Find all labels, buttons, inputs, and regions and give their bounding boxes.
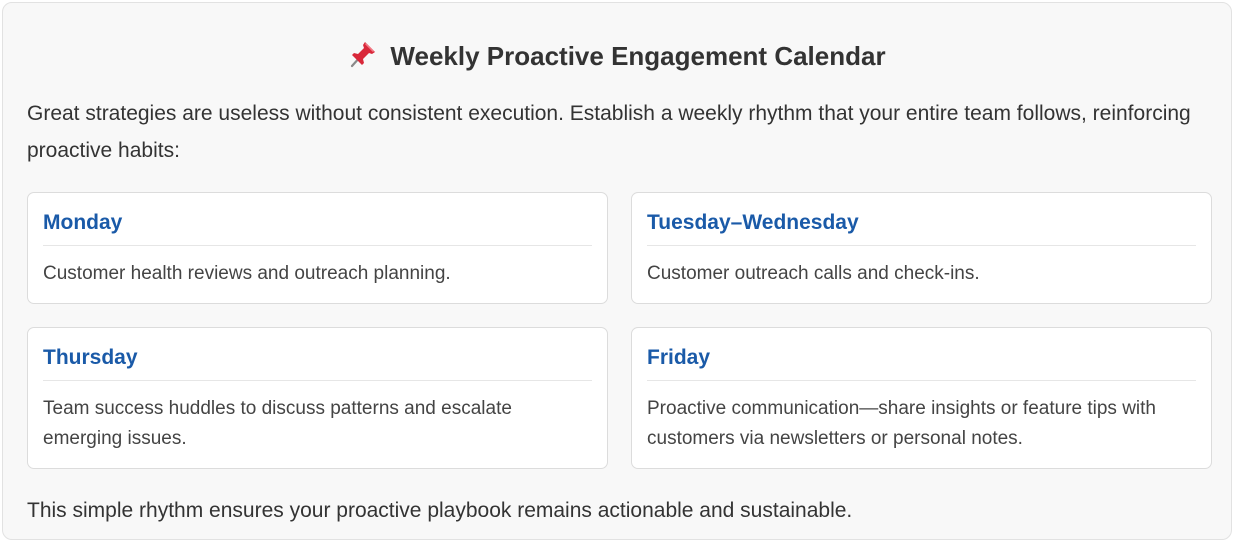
day-card-grid: Monday Customer health reviews and outre… <box>27 192 1212 469</box>
day-card-title: Thursday <box>43 344 592 381</box>
day-card-text: Team success huddles to discuss patterns… <box>43 398 512 449</box>
intro-paragraph: Great strategies are useless without con… <box>27 102 1191 162</box>
page-title: Weekly Proactive Engagement Calendar <box>27 39 1207 73</box>
day-card-title: Monday <box>43 209 592 246</box>
day-card-text: Customer outreach calls and check-ins. <box>647 263 980 284</box>
day-card-title: Tuesday–Wednesday <box>647 209 1196 246</box>
day-card-text: Customer health reviews and outreach pla… <box>43 263 451 284</box>
day-card-text: Proactive communication—share insights o… <box>647 398 1157 449</box>
day-card-tuesday-wednesday: Tuesday–Wednesday Customer outreach call… <box>631 192 1212 304</box>
day-card-title: Friday <box>647 344 1196 381</box>
pushpin-icon <box>351 42 376 68</box>
day-card-thursday: Thursday Team success huddles to discuss… <box>27 327 608 469</box>
day-card-monday: Monday Customer health reviews and outre… <box>27 192 608 304</box>
closing-paragraph: This simple rhythm ensures your proactiv… <box>27 499 853 522</box>
day-card-friday: Friday Proactive communication—share ins… <box>631 327 1212 469</box>
page-title-text: Weekly Proactive Engagement Calendar <box>390 41 886 71</box>
